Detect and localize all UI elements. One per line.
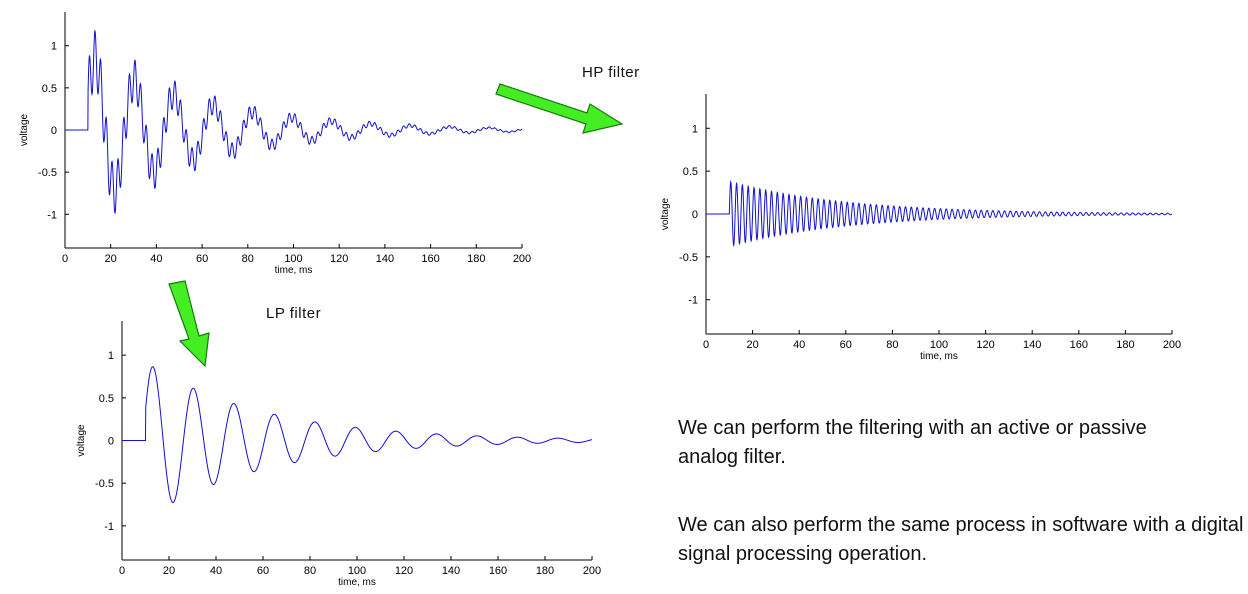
y-tick-label: 0 (108, 436, 114, 448)
x-tick-label: 60 (196, 253, 208, 265)
x-tick-label: 180 (467, 253, 485, 265)
x-tick-label: 100 (284, 253, 302, 265)
x-tick-label: 160 (1070, 339, 1088, 351)
x-tick-label: 40 (210, 565, 222, 577)
series-low-pass-line (122, 366, 593, 504)
x-tick-label: 20 (105, 253, 117, 265)
chart-original: 0 20 40 60 80 100 120 140 160 180 200 1 0.5 0 -0.5 -1 ti… (19, 12, 531, 276)
x-tick-label: 40 (150, 253, 162, 265)
x-tick-label: 140 (442, 565, 460, 577)
lp-arrow-icon (168, 280, 210, 368)
x-tick-label: 20 (163, 565, 175, 577)
y-tick-label: -0.5 (679, 252, 698, 264)
x-tick-label: 20 (746, 339, 758, 351)
x-tick-label: 160 (489, 565, 507, 577)
y-tick-label: -0.5 (38, 167, 57, 179)
lp-filter-label: LP filter (266, 305, 322, 322)
x-tick-label: 60 (257, 565, 269, 577)
x-axis-label: time, ms (338, 577, 376, 588)
x-tick-label: 60 (840, 339, 852, 351)
y-axis-label: voltage (660, 197, 671, 230)
y-axis-label: voltage (19, 113, 30, 146)
y-tick-label: 0.5 (99, 393, 114, 405)
x-tick-label: 80 (886, 339, 898, 351)
y-tick-label: 1 (108, 350, 114, 362)
y-tick-label: 0 (692, 209, 698, 221)
x-tick-label: 0 (62, 253, 68, 265)
x-tick-label: 120 (330, 253, 348, 265)
x-tick-label: 200 (513, 253, 531, 265)
hp-filter-label: HP filter (582, 64, 640, 81)
note-digital-filter: We can also perform the same process in … (678, 514, 1244, 565)
y-tick-label: -1 (688, 295, 698, 307)
x-tick-label: 100 (930, 339, 948, 351)
x-tick-label: 120 (976, 339, 994, 351)
x-tick-label: 140 (1023, 339, 1041, 351)
x-tick-label: 200 (583, 565, 601, 577)
x-tick-label: 180 (1116, 339, 1134, 351)
series-original-line (65, 29, 523, 214)
x-tick-label: 120 (395, 565, 413, 577)
x-tick-label: 200 (1163, 339, 1181, 351)
chart-lp-filtered: 0 20 40 60 80 100 120 140 160 180 200 1 0.5 0 -0.5 -1 ti… (76, 321, 601, 588)
x-tick-label: 0 (119, 565, 125, 577)
note-analog-filter: We can perform the filtering with an act… (678, 417, 1147, 468)
x-tick-label: 160 (421, 253, 439, 265)
x-tick-label: 0 (703, 339, 709, 351)
y-tick-label: 0 (51, 125, 57, 137)
y-tick-label: 0.5 (683, 166, 698, 178)
y-tick-label: -1 (47, 209, 57, 221)
hp-arrow-icon (495, 83, 624, 134)
x-axis-label: time, ms (920, 351, 958, 362)
y-axis-label: voltage (76, 424, 87, 457)
lp-arrow-shape (168, 280, 210, 368)
x-tick-label: 100 (348, 565, 366, 577)
x-tick-label: 80 (304, 565, 316, 577)
y-tick-label: -1 (104, 521, 114, 533)
series-high-pass-line (706, 180, 1173, 247)
y-tick-label: 1 (692, 123, 698, 135)
x-tick-label: 40 (793, 339, 805, 351)
y-tick-label: 0.5 (42, 83, 57, 95)
y-tick-label: -0.5 (95, 478, 114, 490)
x-tick-label: 180 (536, 565, 554, 577)
chart-hp-filtered: 0 20 40 60 80 100 120 140 160 180 200 1 0.5 0 -0.5 -1 ti… (660, 94, 1181, 362)
x-tick-label: 140 (376, 253, 394, 265)
x-tick-label: 80 (242, 253, 254, 265)
x-axis-label: time, ms (275, 265, 313, 276)
y-tick-label: 1 (51, 41, 57, 53)
hp-arrow-shape (495, 83, 624, 134)
